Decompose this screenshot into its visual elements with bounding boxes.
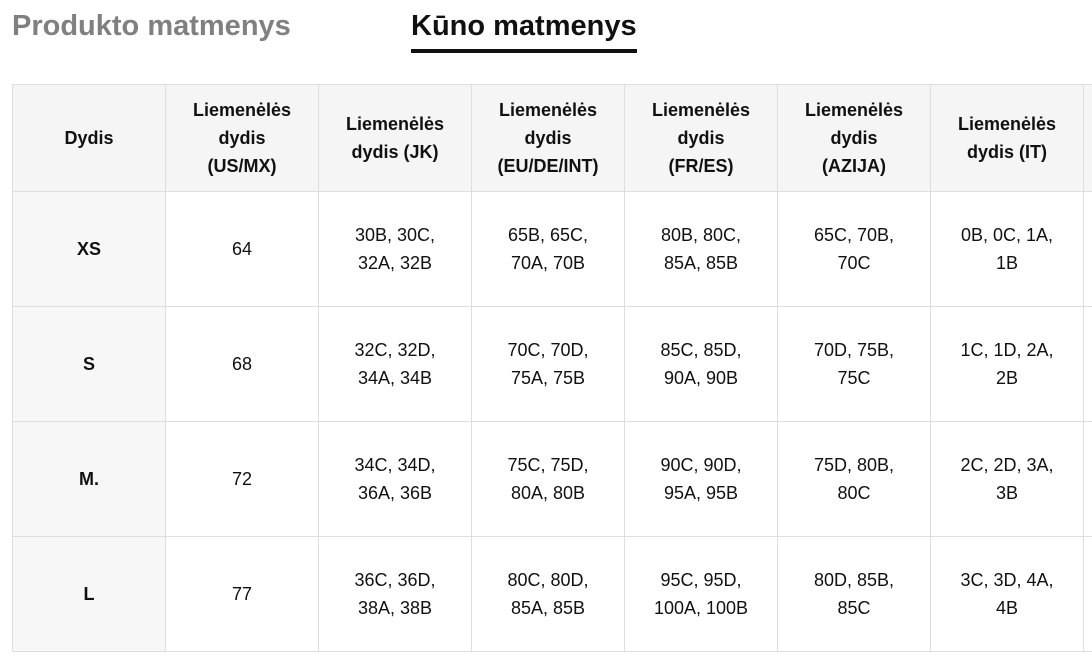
table-cell: 77 [165,536,319,652]
table-cell: 72 [165,421,319,537]
size-cell: L [12,536,166,652]
table-row: L 77 36C, 36D, 38A, 38B 80C, 80D, 85A, 85B 9… [12,536,1092,652]
table-cell: 36C, 36D, 38A, 38B [318,536,472,652]
table-cell: 75C, 75D, 80A, 80B [471,421,625,537]
table-cell: 34C, 34D, 36A, 36B [318,421,472,537]
table-cell-clipped [1083,306,1092,422]
header-cell: Liemenėlės dydis (IT) [930,84,1084,192]
size-cell: M. [12,421,166,537]
table-cell: 30B, 30C, 32A, 32B [318,191,472,307]
header-cell: Dydis [12,84,166,192]
table-cell: 90C, 90D, 95A, 95B [624,421,778,537]
table-row: S 68 32C, 32D, 34A, 34B 70C, 70D, 75A, 75B 8… [12,306,1092,422]
table-cell: 2C, 2D, 3A, 3B [930,421,1084,537]
table-body: XS 64 30B, 30C, 32A, 32B 65B, 65C, 70A, 70B… [12,191,1092,652]
table-cell-clipped [1083,421,1092,537]
table-cell: 65C, 70B, 70C [777,191,931,307]
table-cell: 32C, 32D, 34A, 34B [318,306,472,422]
table-row: M. 72 34C, 34D, 36A, 36B 75C, 75D, 80A, 80B… [12,421,1092,537]
tab-active[interactable]: Kūno matmenys [411,10,637,53]
header-cell-clipped [1083,84,1092,192]
table-row: XS 64 30B, 30C, 32A, 32B 65B, 65C, 70A, 70B… [12,191,1092,307]
size-table: Dydis Liemenėlės dydis (US/MX) Liemenėlės … [12,84,1092,652]
table-cell: 80D, 85B, 85C [777,536,931,652]
table-cell: 70C, 70D, 75A, 75B [471,306,625,422]
table-cell: 70D, 75B, 75C [777,306,931,422]
table-cell: 68 [165,306,319,422]
header-cell: Liemenėlės dydis (JK) [318,84,472,192]
tab[interactable]: Produkto matmenys [12,10,291,42]
size-cell: XS [12,191,166,307]
header-cell: Liemenėlės dydis (FR/ES) [624,84,778,192]
table-cell: 65B, 65C, 70A, 70B [471,191,625,307]
table-cell-clipped [1083,536,1092,652]
table-cell: 85C, 85D, 90A, 90B [624,306,778,422]
header-cell: Liemenėlės dydis (EU/DE/INT) [471,84,625,192]
table-cell-clipped [1083,191,1092,307]
header-cell: Liemenėlės dydis (US/MX) [165,84,319,192]
table-cell: 3C, 3D, 4A, 4B [930,536,1084,652]
table-cell: 95C, 95D, 100A, 100B [624,536,778,652]
table-cell: 0B, 0C, 1A, 1B [930,191,1084,307]
table-cell: 80C, 80D, 85A, 85B [471,536,625,652]
header-cell: Liemenėlės dydis (AZIJA) [777,84,931,192]
table-cell: 75D, 80B, 80C [777,421,931,537]
header-row: Dydis Liemenėlės dydis (US/MX) Liemenėlės … [12,84,1092,192]
table-cell: 80B, 80C, 85A, 85B [624,191,778,307]
table-cell: 64 [165,191,319,307]
size-cell: S [12,306,166,422]
table-cell: 1C, 1D, 2A, 2B [930,306,1084,422]
